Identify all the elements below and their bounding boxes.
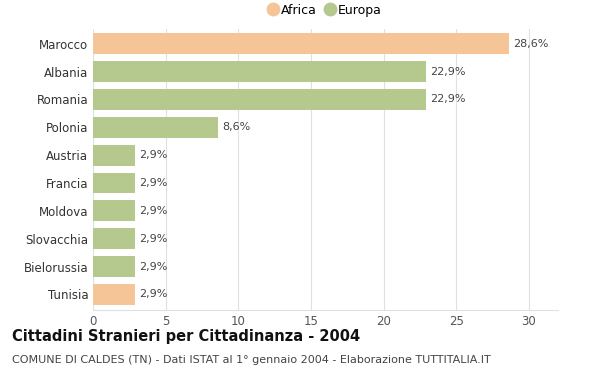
Text: 28,6%: 28,6% (513, 39, 548, 49)
Bar (93, 61, 426, 82)
Bar (93, 228, 135, 249)
Text: 22,9%: 22,9% (430, 95, 466, 105)
Text: Cittadini Stranieri per Cittadinanza - 2004: Cittadini Stranieri per Cittadinanza - 2… (12, 329, 360, 344)
Bar (93, 89, 426, 110)
Text: 22,9%: 22,9% (430, 66, 466, 77)
Bar (93, 33, 509, 54)
Text: 2,9%: 2,9% (139, 234, 168, 244)
Bar (93, 256, 135, 277)
Text: COMUNE DI CALDES (TN) - Dati ISTAT al 1° gennaio 2004 - Elaborazione TUTTITALIA.: COMUNE DI CALDES (TN) - Dati ISTAT al 1°… (12, 355, 491, 365)
Text: 8,6%: 8,6% (223, 122, 251, 132)
Legend: Africa, Europa: Africa, Europa (267, 2, 384, 19)
Bar (93, 200, 135, 221)
Bar (93, 117, 218, 138)
Bar (93, 284, 135, 305)
Text: 2,9%: 2,9% (139, 150, 168, 160)
Text: 2,9%: 2,9% (139, 178, 168, 188)
Text: 2,9%: 2,9% (139, 206, 168, 216)
Bar (93, 145, 135, 166)
Text: 2,9%: 2,9% (139, 290, 168, 299)
Bar (93, 173, 135, 193)
Text: 2,9%: 2,9% (139, 261, 168, 272)
